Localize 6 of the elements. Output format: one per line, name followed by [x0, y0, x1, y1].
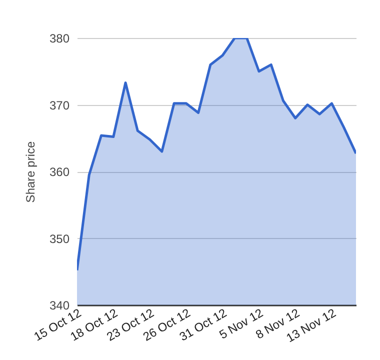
y-axis-title: Share price — [23, 140, 38, 203]
y-tick-label: 340 — [49, 298, 70, 312]
y-tick-label: 380 — [49, 32, 70, 46]
y-tick-label: 350 — [49, 232, 70, 246]
y-tick-label: 370 — [49, 98, 70, 112]
y-tick-label: 360 — [49, 165, 70, 179]
